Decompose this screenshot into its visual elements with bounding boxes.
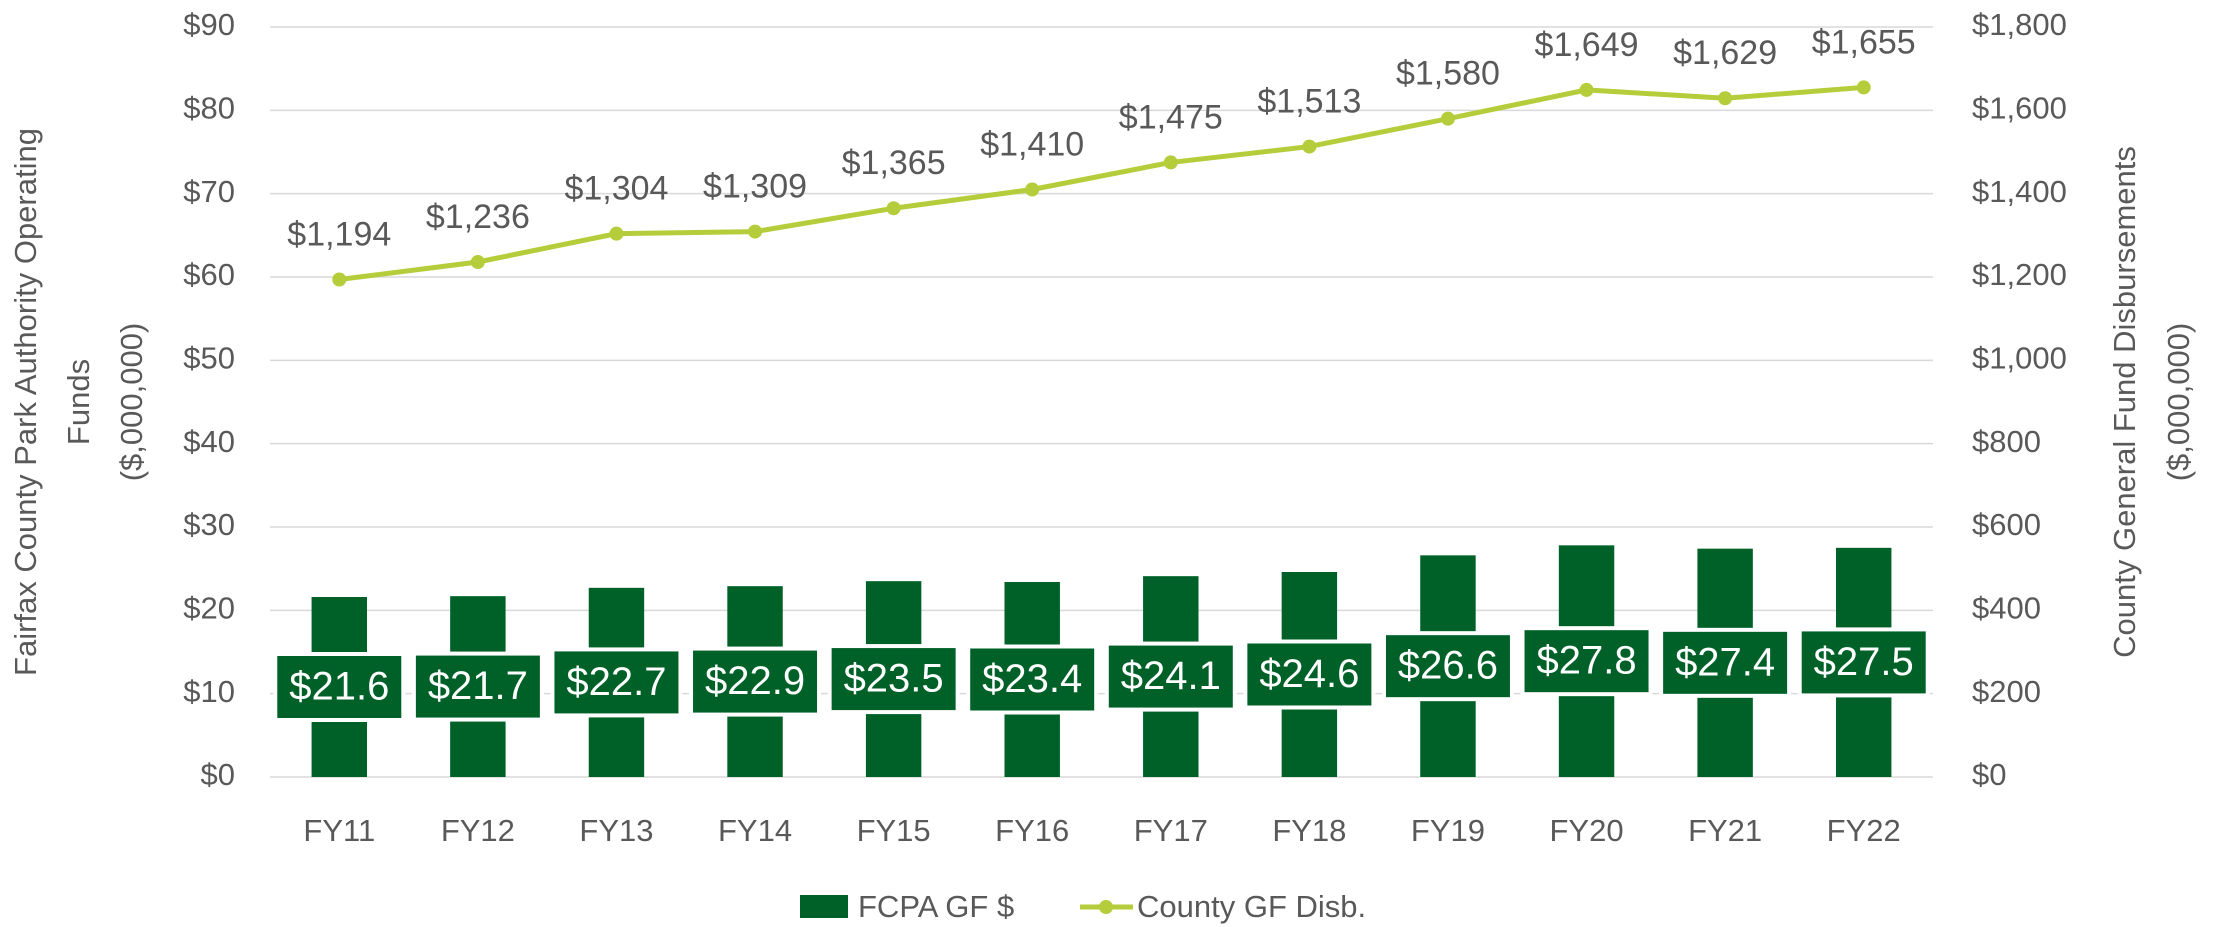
line-marker xyxy=(1579,82,1594,97)
data-label-box xyxy=(1520,626,1653,697)
data-label-box xyxy=(411,651,544,722)
y2-axis-title: County General Fund Disbursements xyxy=(2107,146,2142,658)
x-tick-label: FY19 xyxy=(1411,813,1485,848)
y2-tick-label: $1,200 xyxy=(1972,257,2067,292)
y-tick-label: $90 xyxy=(183,7,235,42)
y-tick-label: $10 xyxy=(183,674,235,709)
data-label: $22.9 xyxy=(705,659,805,703)
line-marker xyxy=(1025,182,1040,197)
line-marker xyxy=(1718,91,1733,106)
x-tick-label: FY20 xyxy=(1549,813,1623,848)
y-tick-label: $70 xyxy=(183,174,235,209)
data-label: $24.1 xyxy=(1121,654,1221,698)
x-tick-label: FY13 xyxy=(579,813,653,848)
data-label: $27.4 xyxy=(1675,640,1775,684)
data-label: $1,236 xyxy=(426,198,530,236)
x-tick-label: FY17 xyxy=(1134,813,1208,848)
data-label-box xyxy=(1659,627,1792,698)
data-label-box xyxy=(1797,627,1930,698)
line-marker xyxy=(609,226,624,241)
y-tick-label: $80 xyxy=(183,91,235,126)
data-label: $1,655 xyxy=(1812,23,1916,61)
data-label: $1,194 xyxy=(287,215,391,253)
x-tick-label: FY22 xyxy=(1827,813,1901,848)
y2-tick-label: $400 xyxy=(1972,591,2041,626)
data-label: $21.7 xyxy=(428,664,528,708)
data-label: $1,580 xyxy=(1396,55,1500,93)
data-label: $24.6 xyxy=(1259,652,1359,696)
data-label: $1,649 xyxy=(1535,26,1639,64)
y2-tick-label: $600 xyxy=(1972,507,2041,542)
y-tick-label: $40 xyxy=(183,424,235,459)
y-tick-label: $30 xyxy=(183,507,235,542)
x-tick-label: FY12 xyxy=(441,813,515,848)
data-label-box xyxy=(689,646,822,717)
line-marker xyxy=(886,201,901,216)
y-axis-title: Fairfax County Park Authority Operating xyxy=(8,128,43,676)
data-label: $1,513 xyxy=(1257,83,1361,121)
data-label-box xyxy=(1243,639,1376,710)
data-label: $26.6 xyxy=(1398,644,1498,688)
line-marker xyxy=(470,255,485,269)
legend-marker xyxy=(1099,900,1113,914)
line-marker xyxy=(748,224,763,239)
data-label: $1,365 xyxy=(842,144,946,182)
data-label-box xyxy=(1381,631,1514,702)
data-label-box xyxy=(966,644,1099,715)
y2-tick-label: $200 xyxy=(1972,674,2041,709)
x-tick-label: FY11 xyxy=(303,813,375,848)
y-axis-title: Funds xyxy=(61,359,96,445)
x-tick-label: FY16 xyxy=(995,813,1069,848)
y-tick-label: $60 xyxy=(183,257,235,292)
data-label: $22.7 xyxy=(566,660,666,704)
data-label: $1,410 xyxy=(980,125,1084,163)
data-label: $1,309 xyxy=(703,168,807,206)
data-label: $27.8 xyxy=(1536,639,1636,683)
line-marker xyxy=(1163,155,1178,170)
legend-label: County GF Disb. xyxy=(1137,889,1366,924)
data-label: $23.4 xyxy=(982,657,1082,701)
line-marker xyxy=(1302,139,1317,154)
x-tick-label: FY18 xyxy=(1272,813,1346,848)
data-label-box xyxy=(1104,641,1237,712)
y2-tick-label: $1,800 xyxy=(1972,7,2067,42)
data-label: $21.6 xyxy=(289,665,389,709)
x-tick-label: FY14 xyxy=(718,813,792,848)
line-marker xyxy=(332,272,347,287)
x-tick-label: FY15 xyxy=(857,813,931,848)
y2-tick-label: $1,400 xyxy=(1972,174,2067,209)
y2-tick-label: $800 xyxy=(1972,424,2041,459)
data-label-box xyxy=(273,652,406,722)
data-label: $27.5 xyxy=(1814,640,1914,684)
data-label: $1,475 xyxy=(1119,98,1223,136)
y2-tick-label: $0 xyxy=(1972,757,2006,792)
y-tick-label: $50 xyxy=(183,341,235,376)
legend-label: FCPA GF $ xyxy=(858,889,1014,924)
data-label: $1,629 xyxy=(1673,34,1777,72)
data-label-box xyxy=(550,647,683,718)
y-tick-label: $0 xyxy=(201,757,235,792)
y2-tick-label: $1,600 xyxy=(1972,91,2067,126)
y2-tick-label: $1,000 xyxy=(1972,341,2067,376)
data-label: $23.5 xyxy=(844,657,944,701)
line-marker xyxy=(1856,80,1871,95)
x-tick-label: FY21 xyxy=(1688,813,1762,848)
data-label: $1,304 xyxy=(564,170,668,208)
y-axis-title: ($,000,000) xyxy=(114,323,149,482)
legend-swatch xyxy=(800,895,848,918)
line xyxy=(338,84,1864,282)
y-tick-label: $20 xyxy=(183,591,235,626)
data-label-box xyxy=(827,644,960,715)
line-marker xyxy=(1440,111,1455,126)
y2-axis-title: ($,000,000) xyxy=(2161,323,2196,482)
